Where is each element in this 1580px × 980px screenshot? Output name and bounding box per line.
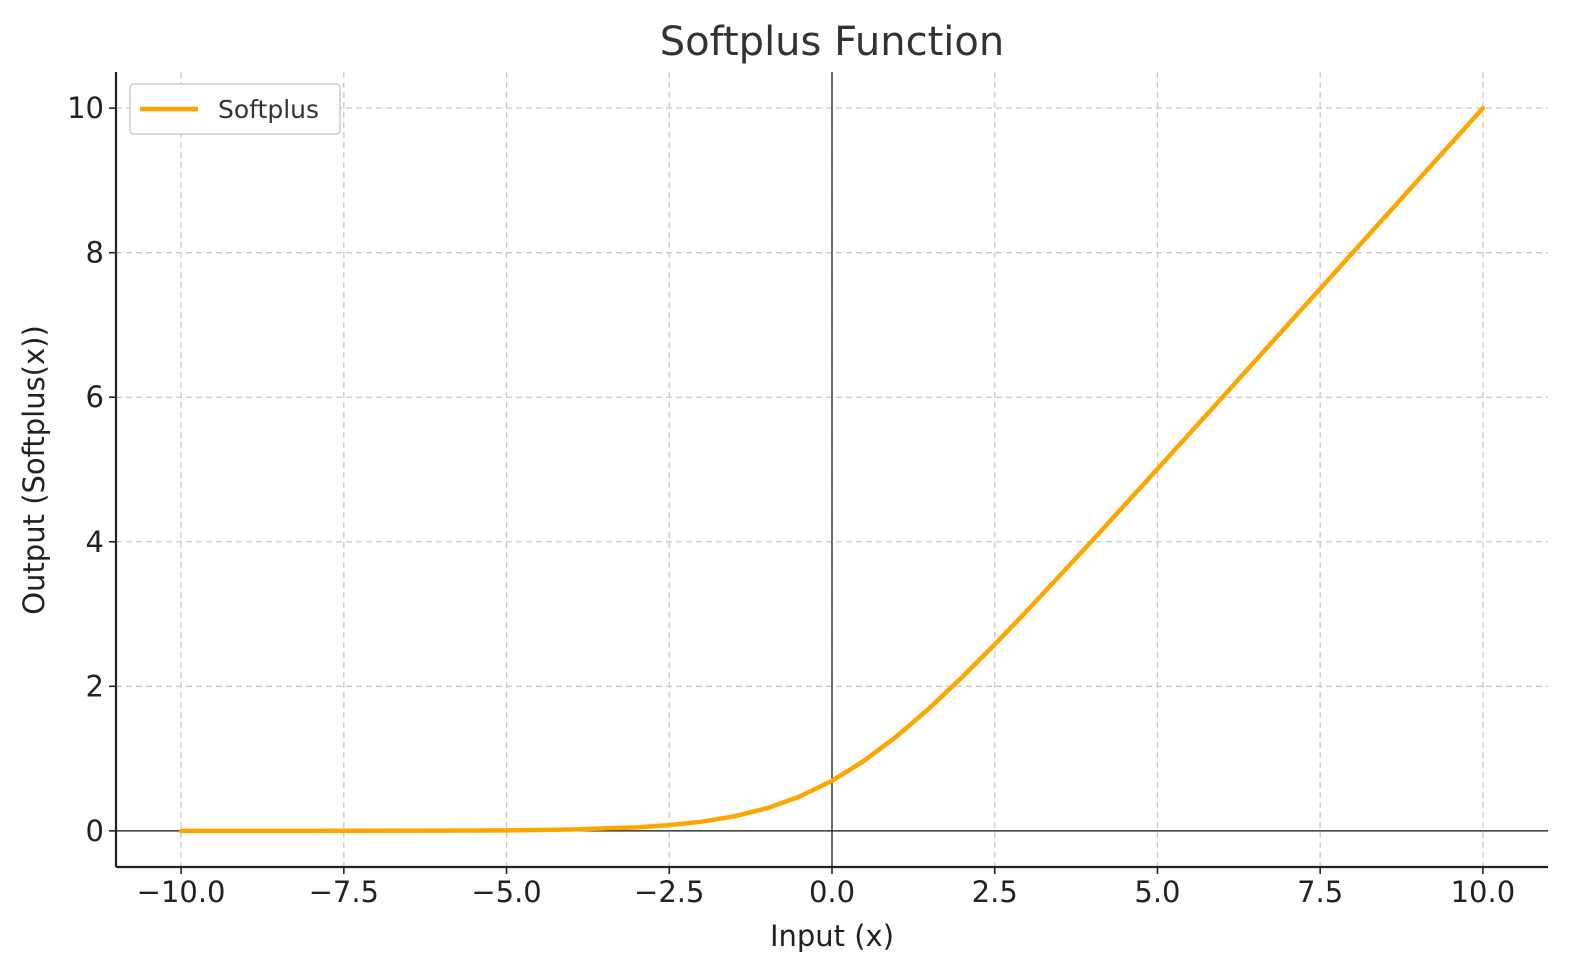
x-tick-label-0: −10.0: [137, 875, 226, 909]
x-tick-label-3: −2.5: [634, 875, 704, 909]
y-axis-ticks: 0 2 4 6 8 10: [67, 91, 116, 848]
y-tick-label-4: 8: [86, 236, 104, 270]
y-tick-label-2: 4: [86, 525, 104, 559]
x-axis-label: Input (x): [770, 919, 894, 953]
y-tick-label-0: 0: [86, 814, 104, 848]
legend-label-softplus: Softplus: [218, 95, 319, 124]
x-tick-label-2: −5.0: [471, 875, 541, 909]
y-tick-label-5: 10: [67, 91, 104, 125]
legend-box: [129, 83, 341, 135]
x-tick-label-4: 0.0: [809, 875, 855, 909]
x-tick-label-7: 7.5: [1297, 875, 1343, 909]
x-tick-label-8: 10.0: [1451, 875, 1516, 909]
x-tick-label-5: 2.5: [972, 875, 1018, 909]
series-line-softplus: [178, 105, 1486, 834]
series-layer: [178, 105, 1486, 834]
reference-lines: [116, 72, 1548, 867]
y-tick-label-3: 6: [86, 380, 104, 414]
y-axis-label: Output (Softplus(x)): [17, 325, 51, 615]
x-tick-label-6: 5.0: [1134, 875, 1180, 909]
x-tick-label-1: −7.5: [309, 875, 379, 909]
x-axis-ticks: −10.0 −7.5 −5.0 −2.5 0.0 2.5 5.0 7.5 10.0: [137, 867, 1516, 909]
legend: Softplus: [129, 83, 341, 135]
chart-title: Softplus Function: [660, 19, 1004, 65]
y-tick-label-1: 2: [86, 669, 104, 703]
